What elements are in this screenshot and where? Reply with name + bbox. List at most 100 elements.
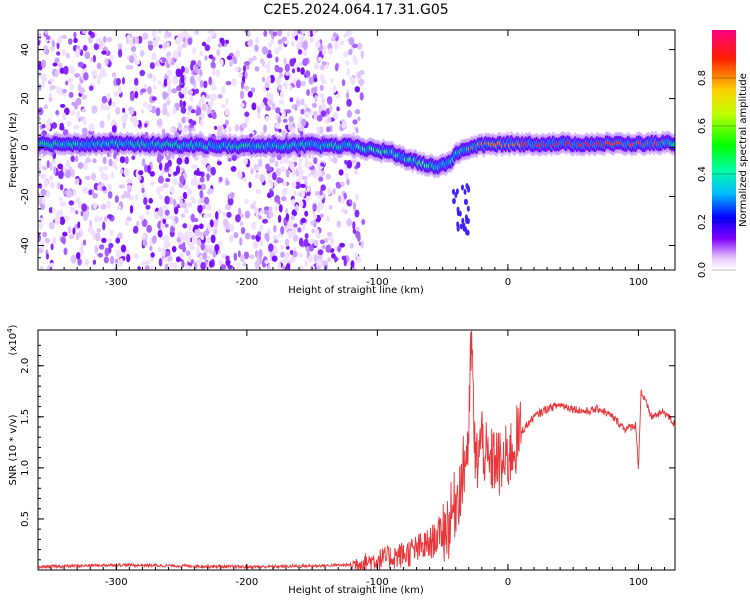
top-y-tick-label: 0 — [20, 144, 31, 150]
noise-speckle — [61, 116, 67, 121]
noise-speckle — [327, 48, 333, 55]
noise-speckle — [332, 157, 338, 164]
noise-speckle — [250, 167, 255, 175]
noise-speckle — [247, 91, 253, 98]
noise-speckle — [48, 96, 53, 102]
bottom-y-tick-label: 0.5 — [20, 511, 31, 527]
noise-speckle — [70, 254, 77, 264]
noise-speckle — [269, 190, 274, 197]
noise-speckle — [149, 170, 155, 177]
noise-speckle — [161, 107, 168, 116]
noise-speckle — [177, 50, 182, 58]
noise-speckle — [346, 218, 353, 227]
noise-speckle — [45, 35, 51, 40]
noise-speckle — [184, 156, 190, 165]
noise-speckle — [66, 120, 72, 127]
y-scale-exponent: 4 — [6, 328, 14, 333]
noise-speckle — [252, 55, 257, 61]
noise-speckle — [202, 103, 207, 112]
noise-speckle — [50, 243, 54, 251]
noise-speckle — [291, 227, 297, 236]
snr-series-line — [38, 330, 675, 570]
noise-speckle — [298, 253, 304, 258]
noise-speckle — [92, 192, 98, 199]
noise-speckle — [237, 207, 242, 217]
noise-speckle — [300, 98, 305, 106]
ridge-tail — [466, 185, 470, 192]
noise-speckle — [275, 167, 281, 177]
noise-speckle — [280, 90, 284, 99]
noise-speckle — [339, 40, 345, 46]
noise-speckle — [217, 94, 223, 99]
noise-speckle — [301, 30, 306, 35]
noise-speckle — [281, 129, 287, 137]
noise-speckle — [242, 64, 247, 73]
y-scale-suffix: ) — [8, 324, 19, 328]
noise-speckle — [309, 36, 315, 43]
noise-speckle — [70, 110, 76, 116]
noise-speckle — [321, 79, 327, 85]
noise-speckle — [233, 57, 238, 65]
noise-speckle — [109, 54, 114, 62]
noise-speckle — [147, 164, 151, 174]
noise-speckle — [75, 210, 79, 215]
noise-speckle — [277, 67, 283, 74]
noise-speckle — [134, 60, 140, 65]
noise-speckle — [203, 156, 208, 163]
noise-speckle — [81, 203, 88, 212]
colorbar-tick-label: 0.6 — [697, 118, 708, 134]
noise-speckle — [208, 101, 214, 107]
noise-speckle — [219, 58, 224, 67]
noise-speckle — [162, 91, 167, 100]
bottom-y-tick-label: 1.0 — [20, 460, 31, 476]
noise-speckle — [285, 207, 289, 215]
bottom-x-axis-label: Height of straight line (km) — [288, 585, 424, 596]
noise-speckle — [145, 204, 151, 210]
noise-speckle — [199, 176, 205, 183]
colorbar-label: Normalized spectral amplitude — [738, 73, 749, 227]
noise-speckle — [251, 234, 256, 240]
noise-speckle — [169, 126, 173, 134]
noise-speckle — [41, 195, 46, 205]
noise-speckle — [84, 210, 90, 218]
noise-speckle — [139, 49, 145, 57]
noise-speckle — [150, 181, 155, 187]
noise-speckle — [289, 256, 296, 263]
noise-speckle — [180, 65, 185, 73]
noise-speckle — [313, 173, 317, 179]
noise-speckle — [277, 43, 283, 51]
ridge-tail — [466, 205, 470, 212]
noise-speckle — [97, 76, 101, 85]
bottom-x-tick-label: -200 — [236, 577, 259, 588]
noise-speckle — [161, 57, 167, 63]
ridge-tail — [463, 188, 467, 195]
noise-speckle — [197, 199, 202, 206]
noise-speckle — [284, 187, 288, 194]
noise-speckle — [278, 72, 284, 78]
noise-speckle — [157, 30, 162, 35]
noise-speckle — [130, 45, 137, 53]
noise-speckle — [265, 106, 272, 112]
noise-speckle — [202, 251, 208, 261]
noise-speckle — [74, 155, 79, 163]
noise-speckle — [121, 77, 126, 85]
spectrogram-frame — [37, 29, 676, 271]
noise-speckle — [299, 33, 305, 42]
noise-speckle — [101, 50, 107, 55]
noise-speckle — [200, 118, 204, 128]
noise-speckle — [63, 65, 69, 75]
noise-speckle — [42, 231, 48, 238]
noise-speckle — [340, 207, 346, 213]
figure-title: C2E5.2024.064.17.31.G05 — [263, 2, 448, 18]
noise-speckle — [154, 61, 159, 66]
noise-speckle — [133, 225, 139, 234]
noise-speckle — [280, 196, 287, 202]
noise-speckle — [59, 201, 66, 207]
noise-speckle — [268, 243, 274, 252]
noise-speckle — [224, 107, 230, 117]
noise-speckle — [128, 55, 135, 64]
noise-speckle — [45, 190, 51, 198]
noise-speckle — [84, 258, 90, 266]
noise-speckle — [102, 186, 107, 191]
